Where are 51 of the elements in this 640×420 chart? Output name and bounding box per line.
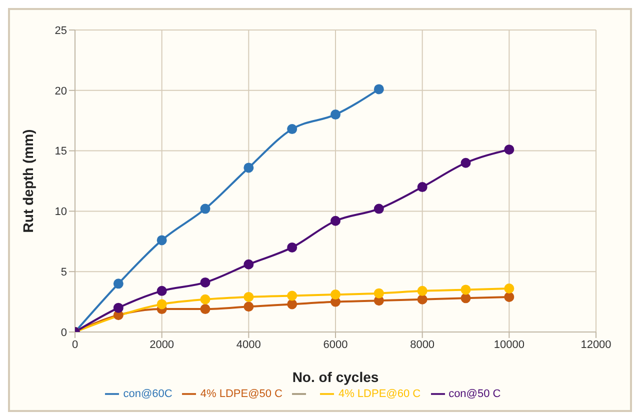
legend-label: 4% LDPE@60 C xyxy=(338,388,421,400)
x-tick-label: 12000 xyxy=(580,338,612,351)
y-axis-title: Rut depth (mm) xyxy=(20,129,36,233)
x-axis-title: No. of cycles xyxy=(292,369,379,385)
point xyxy=(287,242,298,252)
y-tick-label: 10 xyxy=(54,206,67,218)
point xyxy=(417,294,428,304)
point xyxy=(330,216,340,226)
point xyxy=(200,304,210,314)
point xyxy=(287,290,298,301)
legend-label: con@60C xyxy=(123,388,172,400)
point xyxy=(113,278,124,289)
point xyxy=(504,292,514,302)
legend-label: con@50 C xyxy=(448,388,501,400)
point xyxy=(156,299,167,310)
point xyxy=(244,292,254,302)
point xyxy=(330,110,340,120)
point xyxy=(374,84,384,94)
y-tick-label: 0 xyxy=(60,326,67,339)
x-tick-label: 0 xyxy=(72,338,78,351)
point xyxy=(200,294,210,304)
point xyxy=(504,284,514,294)
legend-label: 4% LDPE@50 C xyxy=(200,388,282,400)
point xyxy=(417,286,428,296)
point xyxy=(330,290,340,300)
y-tick-label: 25 xyxy=(54,24,67,37)
point xyxy=(287,299,298,310)
point xyxy=(200,277,210,288)
point xyxy=(374,204,384,214)
point xyxy=(113,302,124,313)
point xyxy=(417,182,428,192)
y-tick-label: 20 xyxy=(54,85,67,98)
point xyxy=(460,293,471,304)
x-tick-label: 6000 xyxy=(323,338,348,351)
point xyxy=(460,284,471,295)
point xyxy=(156,235,167,246)
point xyxy=(287,124,298,134)
point xyxy=(504,144,514,155)
x-tick-label: 2000 xyxy=(150,338,174,351)
point xyxy=(244,302,254,312)
point xyxy=(244,259,254,270)
x-tick-label: 4000 xyxy=(236,338,261,351)
x-tick-label: 10000 xyxy=(494,338,524,351)
point xyxy=(200,204,210,214)
point xyxy=(244,162,254,173)
point xyxy=(156,286,167,296)
point xyxy=(374,288,384,298)
x-tick-label: 8000 xyxy=(410,338,435,351)
y-tick-label: 5 xyxy=(60,266,67,279)
y-tick-label: 15 xyxy=(54,146,67,158)
point xyxy=(460,158,471,168)
